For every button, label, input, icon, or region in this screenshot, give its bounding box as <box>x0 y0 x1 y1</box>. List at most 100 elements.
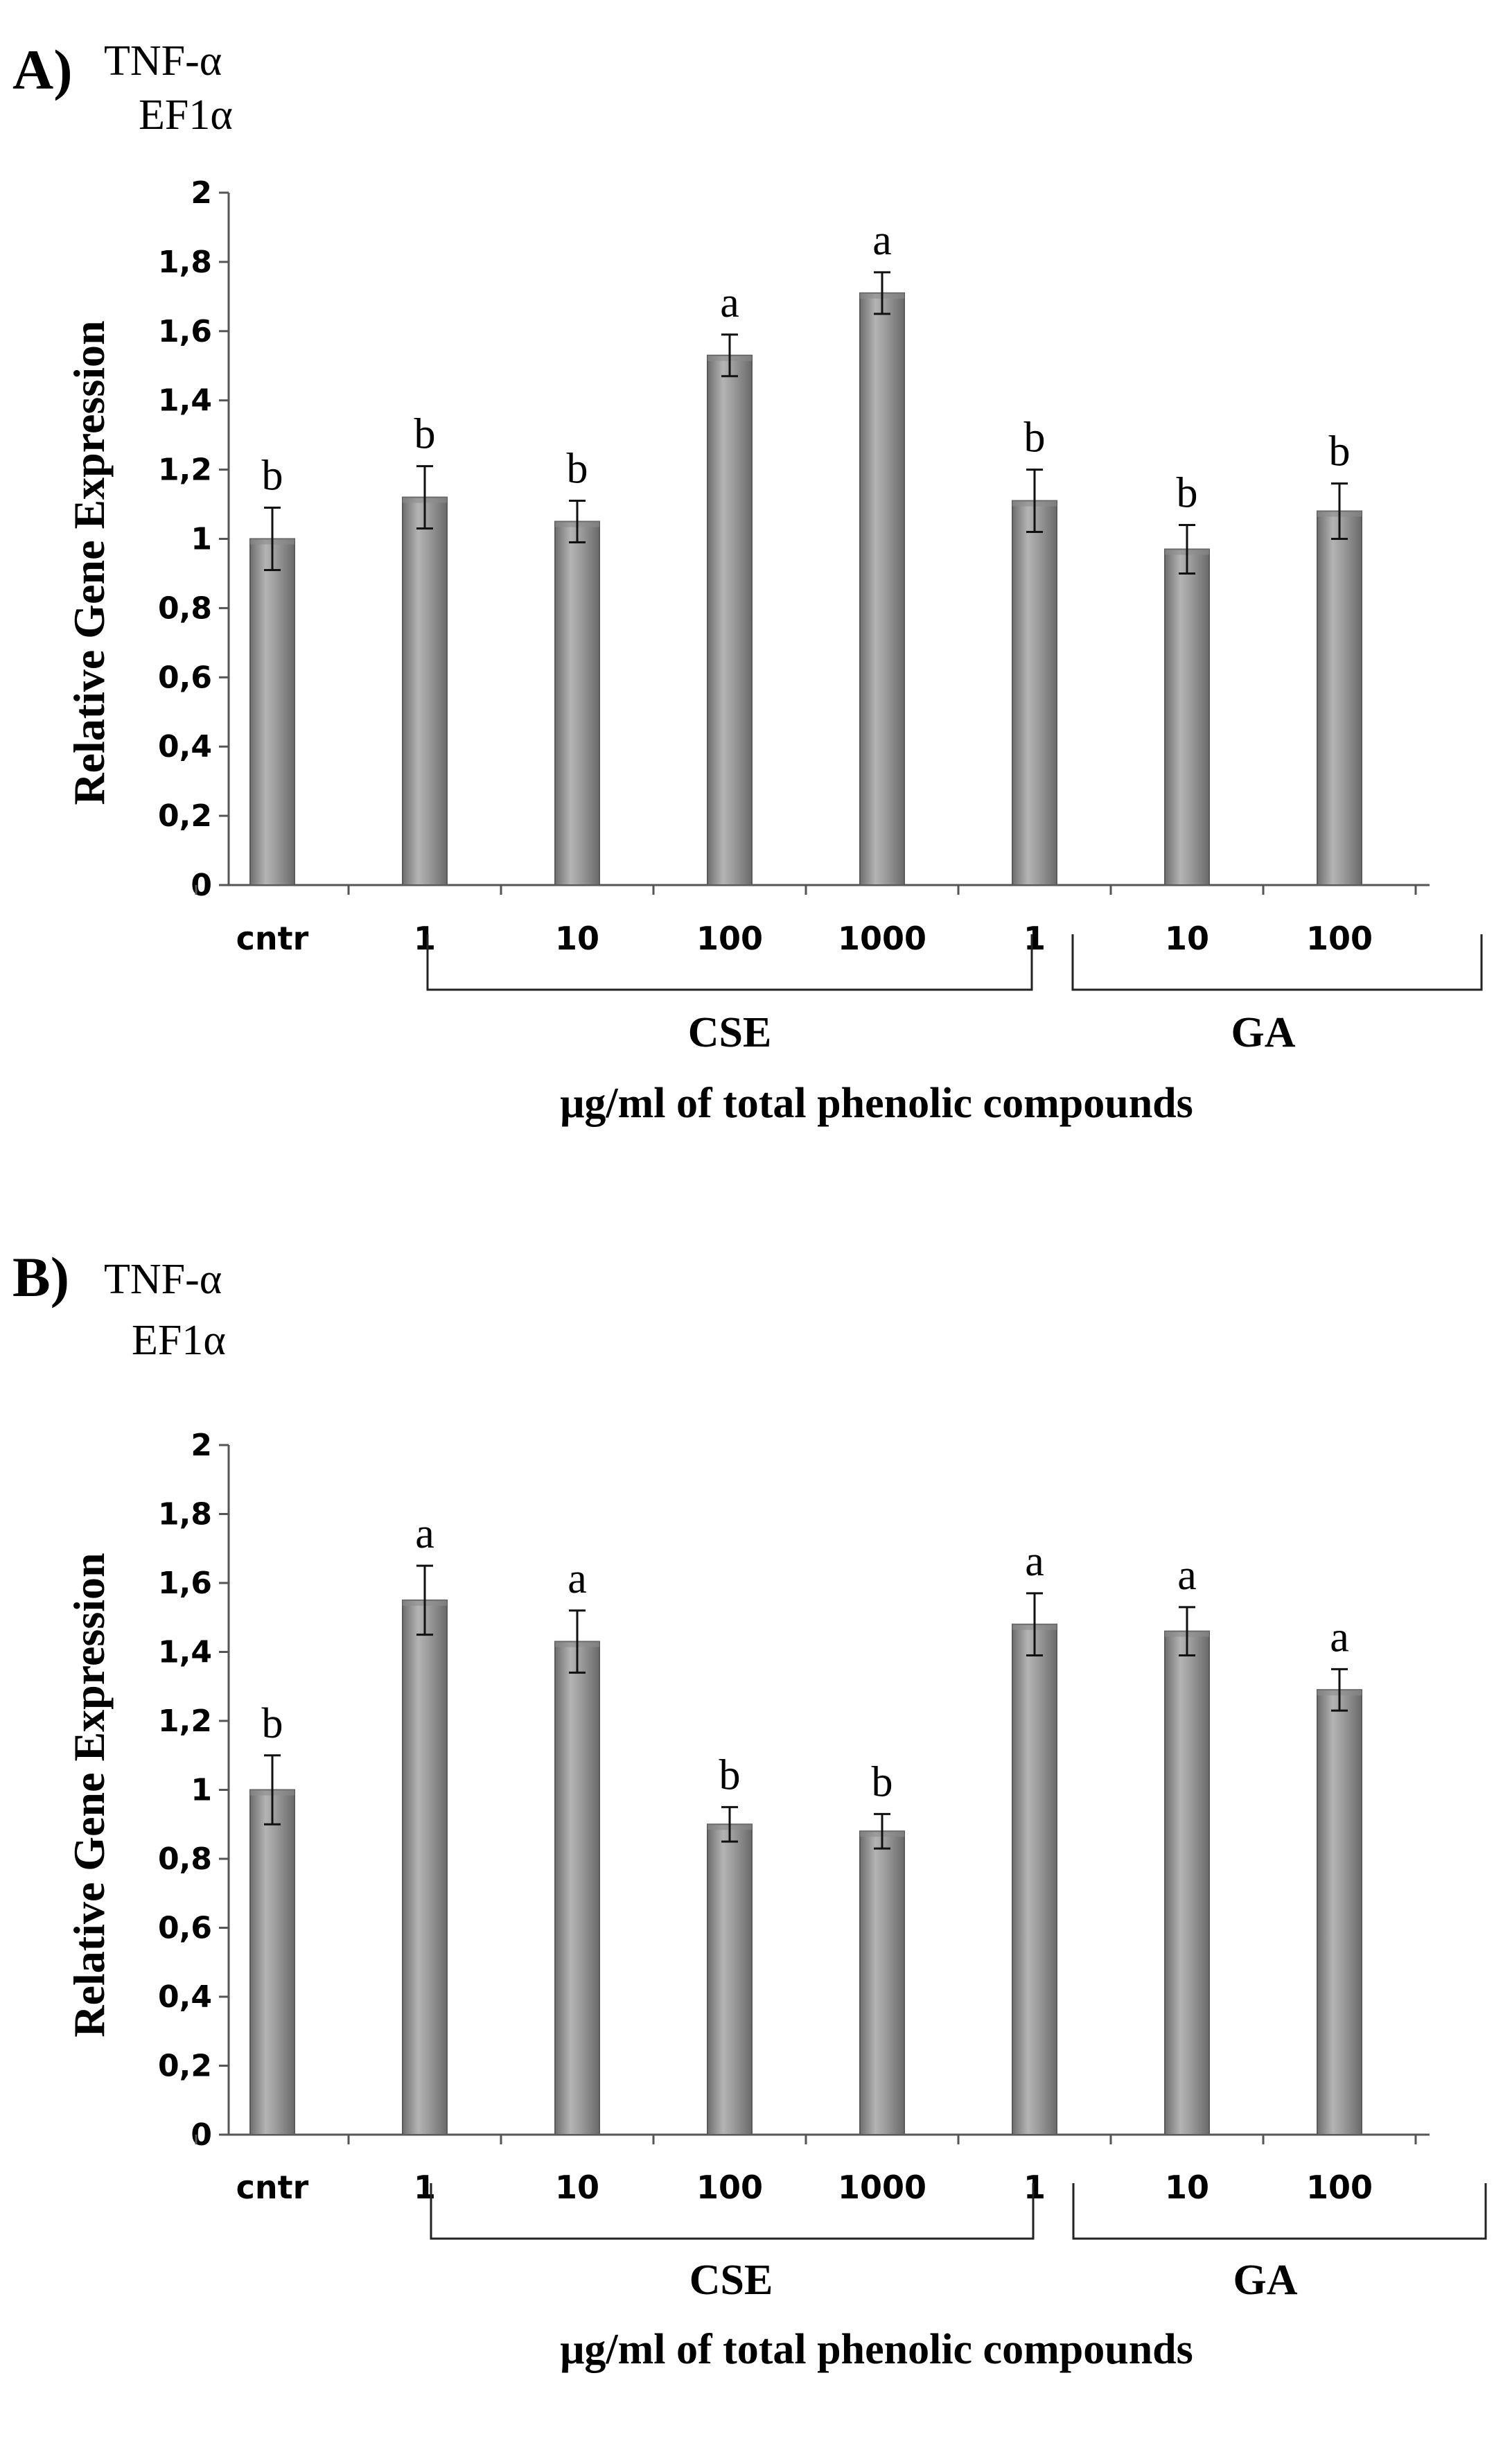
panel-a-bar <box>1012 500 1057 886</box>
panel-a-significance-letter: b <box>1024 414 1046 462</box>
panel-a-category-label: 10 <box>555 920 599 957</box>
panel-a-significance-letter: a <box>872 217 892 264</box>
panel-b-group-ga-label: GA <box>1233 2257 1298 2304</box>
panel-a-significance-letter: a <box>720 279 739 326</box>
panel-a-y-tick-label: 0,6 <box>158 660 212 695</box>
panel-b-category-label: 10 <box>1165 2169 1209 2206</box>
panel-b-error-bar <box>874 1812 890 1850</box>
panel-a-category-label: 100 <box>696 920 763 957</box>
panel-b-significance-letter: a <box>568 1555 587 1602</box>
panel-b-y-tick-label: 1,6 <box>158 1566 212 1601</box>
panel-b-category-label: 1000 <box>838 2169 926 2206</box>
panel-b-error-bar <box>1026 1592 1043 1656</box>
panel-a-y-tick-label: 1,2 <box>158 453 212 488</box>
panel-b-group-bracket-cse <box>430 2183 1035 2240</box>
panel-b-y-tick-label: 1,4 <box>158 1635 212 1670</box>
panel-b-y-axis-title: Relative Gene Expression <box>64 1552 114 2037</box>
panel-a-error-bar <box>1331 482 1348 540</box>
panel-b-bar <box>1164 1630 1210 2135</box>
panel-a-error-bar <box>721 333 738 378</box>
panel-b-bar <box>1317 1689 1362 2136</box>
panel-b-significance-letter: a <box>1025 1538 1044 1585</box>
panel-a-y-tick-label: 2 <box>191 175 212 211</box>
panel-a-category-label: cntr <box>236 920 309 957</box>
panel-a-group-cse-label: CSE <box>688 1009 772 1056</box>
panel-a-y-tick-label: 1,4 <box>158 383 212 419</box>
panel-a-ef1-label: EF1α <box>139 91 233 139</box>
panel-b-tnf-label: TNF-α <box>104 1256 222 1303</box>
panel-a-y-tick-label: 0,8 <box>158 590 212 626</box>
panel-b-y-tick-label: 1,2 <box>158 1704 212 1739</box>
panel-b-significance-letter: b <box>872 1758 893 1805</box>
panel-b-error-bar <box>569 1609 586 1674</box>
panel-a-significance-letter: b <box>414 411 436 458</box>
panel-b-x-axis-title: μg/ml of total phenolic compounds <box>560 2326 1193 2373</box>
panel-a-bar <box>554 520 600 886</box>
panel-b-bar <box>554 1640 600 2135</box>
panel-a-bar <box>1317 510 1362 886</box>
panel-a-plot: 0 0,2 0,4 0,6 0,8 1 1,2 1,4 1,6 1,8 2 b cntr b 1 b 10 a 10… <box>158 175 1483 991</box>
panel-a-significance-letter: b <box>567 446 588 493</box>
panel-a-bar <box>1164 548 1210 886</box>
panel-a-group-ga-label: GA <box>1231 1009 1296 1056</box>
panel-b-error-bar <box>1179 1606 1195 1656</box>
panel-a-x-axis-title: μg/ml of total phenolic compounds <box>560 1080 1193 1127</box>
panel-a-y-tick-label: 1,6 <box>158 314 212 349</box>
panel-a-y-tick-label: 0,2 <box>158 798 212 834</box>
panel-a-group-bracket-ga <box>1071 934 1483 991</box>
panel-a-error-bar <box>874 271 890 315</box>
panel-a-label: A) <box>12 38 73 101</box>
panel-b-group-cse-label: CSE <box>689 2257 773 2304</box>
panel-b-category-label: 10 <box>555 2169 599 2206</box>
panel-a-category-label: 10 <box>1165 920 1209 957</box>
panel-a-y-axis-title: Relative Gene Expression <box>64 320 114 805</box>
panel-a-significance-letter: b <box>1177 470 1198 517</box>
panel-b-y-tick-label: 1 <box>191 1773 212 1808</box>
panel-b-ef1-label: EF1α <box>132 1317 226 1364</box>
panel-b-error-bar <box>416 1564 433 1636</box>
panel-b-error-bar <box>1331 1668 1348 1712</box>
panel-a-y-tick-label: 0,4 <box>158 729 212 764</box>
panel-b-category-label: cntr <box>236 2169 309 2206</box>
panel-b-significance-letter: a <box>415 1510 434 1557</box>
panel-b-significance-letter: a <box>1177 1552 1197 1599</box>
panel-a-category-label: 1000 <box>838 920 926 957</box>
panel-b-category-label: 100 <box>696 2169 763 2206</box>
panel-a-y-tick-label: 0 <box>191 868 212 903</box>
panel-a-error-bar <box>1026 469 1043 534</box>
panel-b-y-tick-label: 0,6 <box>158 1911 212 1946</box>
panel-a-tnf-label: TNF-α <box>104 37 222 85</box>
panel-a-significance-letter: b <box>262 453 283 500</box>
panel-a-significance-letter: b <box>1329 428 1351 475</box>
panel-b-significance-letter: b <box>719 1751 741 1799</box>
panel-a-bar <box>859 292 905 886</box>
panel-b-significance-letter: b <box>262 1700 283 1747</box>
panel-b-y-tick-label: 1,8 <box>158 1497 212 1532</box>
panel-b-label: B) <box>12 1245 69 1309</box>
panel-b-group-bracket-ga <box>1072 2183 1487 2240</box>
panel-a-bar <box>402 496 448 886</box>
panel-a-group-bracket-cse <box>426 934 1033 991</box>
panel-b-y-tick-label: 0,8 <box>158 1841 212 1877</box>
panel-a: A) TNF-α EF1α Relative Gene Expression 0… <box>12 37 1483 1127</box>
panel-b-y-tick-label: 0 <box>191 2117 212 2153</box>
panel-b-bar <box>707 1823 753 2135</box>
panel-a-bar <box>249 538 295 886</box>
panel-b: B) TNF-α EF1α Relative Gene Expression 0… <box>12 1245 1487 2373</box>
panel-b-bar <box>859 1830 905 2135</box>
panel-a-error-bar <box>1179 524 1195 575</box>
panel-b-y-tick-label: 0,4 <box>158 1979 212 2015</box>
panel-a-category-label: 1 <box>1023 920 1046 957</box>
panel-b-bar <box>249 1789 295 2135</box>
panel-b-y-tick-label: 2 <box>191 1428 212 1463</box>
panel-a-error-bar <box>569 500 586 543</box>
panel-b-category-label: 100 <box>1306 2169 1373 2206</box>
panel-b-bar <box>402 1599 448 2135</box>
panel-b-category-label: 1 <box>1023 2169 1046 2206</box>
panel-b-bar <box>1012 1623 1057 2135</box>
panel-b-y-tick-label: 0,2 <box>158 2049 212 2084</box>
panel-a-bar <box>707 354 753 886</box>
panel-a-y-tick-label: 1,8 <box>158 245 212 280</box>
panel-a-error-bar <box>416 465 433 530</box>
